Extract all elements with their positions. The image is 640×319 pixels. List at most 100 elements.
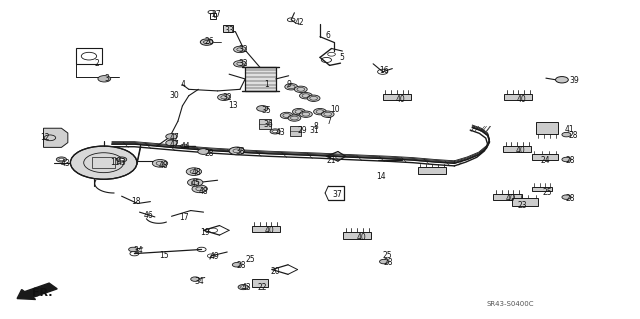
- Circle shape: [218, 94, 230, 100]
- Bar: [210, 13, 216, 19]
- Bar: [418, 167, 446, 174]
- Circle shape: [166, 140, 177, 146]
- Text: 18: 18: [131, 197, 141, 206]
- Text: 45: 45: [191, 179, 200, 188]
- Text: 24: 24: [541, 156, 550, 165]
- Circle shape: [152, 160, 168, 167]
- Text: SR43-S0400C: SR43-S0400C: [486, 301, 534, 307]
- Text: 49: 49: [210, 252, 220, 261]
- Text: 12: 12: [40, 133, 50, 142]
- Circle shape: [300, 111, 312, 117]
- Bar: [259, 119, 271, 129]
- Circle shape: [280, 112, 293, 119]
- Text: 21: 21: [326, 156, 336, 165]
- Text: 48: 48: [198, 187, 208, 196]
- Circle shape: [562, 195, 571, 199]
- Text: 44: 44: [181, 142, 191, 151]
- Text: FR.: FR.: [32, 288, 52, 298]
- Circle shape: [70, 146, 137, 179]
- Circle shape: [56, 157, 67, 162]
- Text: 47: 47: [170, 133, 179, 142]
- Text: 39: 39: [570, 76, 579, 85]
- Circle shape: [238, 285, 248, 290]
- Text: 28: 28: [568, 131, 578, 140]
- Bar: [252, 226, 280, 232]
- Text: 46: 46: [144, 211, 154, 220]
- Text: 3: 3: [104, 74, 109, 83]
- Circle shape: [116, 157, 127, 162]
- Circle shape: [300, 93, 312, 99]
- Text: 14: 14: [376, 172, 386, 181]
- Text: 15: 15: [159, 251, 168, 260]
- Circle shape: [285, 84, 298, 90]
- Text: 2: 2: [95, 59, 99, 68]
- Text: 28: 28: [384, 258, 394, 267]
- Circle shape: [556, 77, 568, 83]
- Circle shape: [188, 179, 203, 186]
- Text: 43: 43: [61, 159, 70, 168]
- Text: 31: 31: [310, 126, 319, 135]
- Bar: [504, 94, 532, 100]
- Text: 43: 43: [117, 158, 127, 167]
- Text: 23: 23: [517, 201, 527, 210]
- Text: 13: 13: [228, 101, 237, 110]
- Text: 17: 17: [179, 213, 189, 222]
- Text: 34: 34: [194, 277, 204, 286]
- Bar: [383, 94, 411, 100]
- Circle shape: [307, 95, 320, 101]
- Text: 16: 16: [380, 66, 389, 75]
- Text: 10: 10: [330, 105, 340, 114]
- Bar: [532, 187, 552, 191]
- Circle shape: [292, 108, 305, 115]
- Text: 20: 20: [270, 267, 280, 276]
- Text: 33: 33: [224, 26, 234, 35]
- Polygon shape: [44, 128, 68, 147]
- Bar: [92, 157, 115, 168]
- Text: 32: 32: [223, 93, 232, 102]
- Bar: [493, 194, 522, 200]
- Text: 41: 41: [565, 125, 575, 134]
- Text: 36: 36: [264, 120, 273, 129]
- Circle shape: [314, 108, 326, 115]
- Bar: [76, 48, 102, 64]
- Text: 4: 4: [180, 80, 186, 89]
- Circle shape: [59, 158, 64, 161]
- Circle shape: [119, 158, 124, 161]
- Circle shape: [229, 147, 244, 155]
- Text: 26: 26: [205, 37, 214, 46]
- Bar: [512, 198, 538, 206]
- Circle shape: [321, 111, 334, 117]
- Text: 40: 40: [357, 233, 367, 242]
- Text: 40: 40: [396, 95, 405, 104]
- Text: 40: 40: [506, 194, 515, 203]
- Bar: [252, 279, 268, 287]
- Circle shape: [288, 115, 301, 121]
- Circle shape: [241, 286, 246, 288]
- Text: 40: 40: [264, 226, 274, 235]
- Circle shape: [232, 263, 241, 267]
- Text: 32: 32: [239, 59, 248, 68]
- Text: 43: 43: [242, 283, 252, 292]
- Circle shape: [270, 129, 280, 134]
- Circle shape: [186, 168, 202, 175]
- Text: 25: 25: [383, 251, 392, 260]
- Text: 5: 5: [339, 53, 344, 62]
- Text: 25: 25: [543, 188, 552, 197]
- Text: 40: 40: [515, 146, 525, 155]
- Circle shape: [234, 46, 246, 53]
- Text: 7: 7: [326, 117, 332, 126]
- Text: 1: 1: [264, 80, 269, 89]
- Bar: [343, 232, 371, 239]
- Circle shape: [198, 149, 209, 154]
- Text: 48: 48: [192, 168, 202, 177]
- Circle shape: [191, 277, 200, 281]
- Text: 47: 47: [170, 140, 179, 149]
- Circle shape: [200, 39, 213, 45]
- FancyArrow shape: [17, 283, 57, 300]
- Circle shape: [166, 134, 177, 139]
- Text: 25: 25: [245, 255, 255, 263]
- Circle shape: [562, 157, 571, 162]
- Text: 40: 40: [517, 95, 527, 104]
- Text: 9: 9: [287, 80, 292, 89]
- Bar: [532, 154, 558, 160]
